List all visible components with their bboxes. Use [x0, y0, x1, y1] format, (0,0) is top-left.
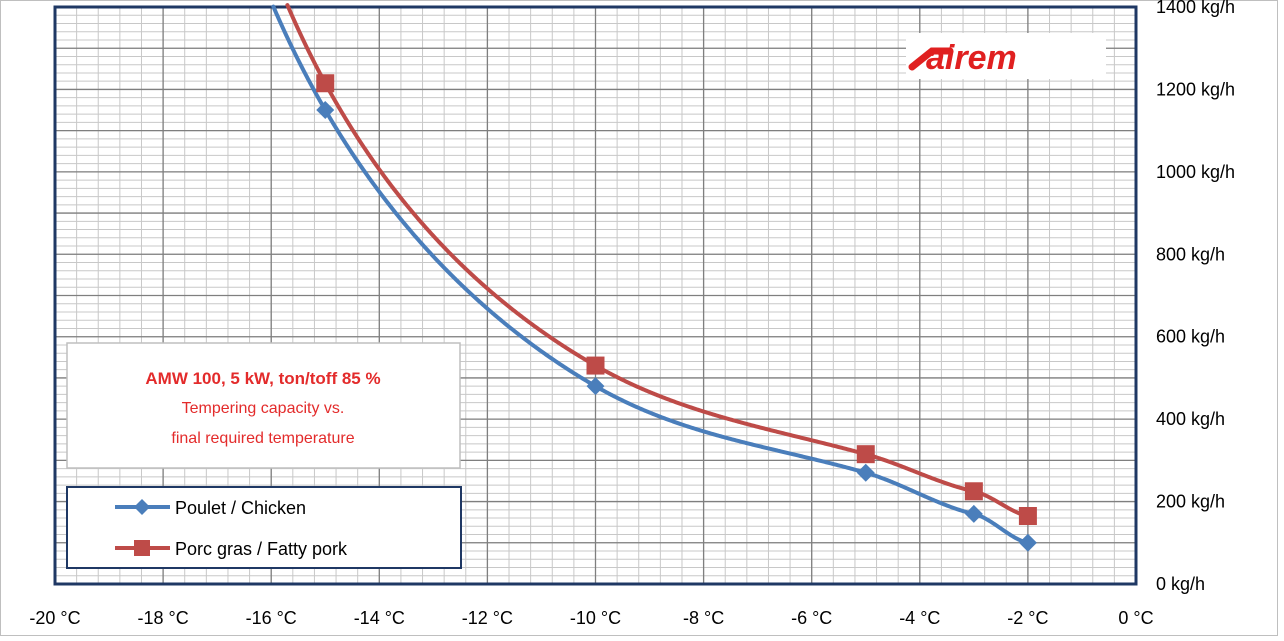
series-line-1 — [285, 3, 1030, 518]
plot-area-border — [53, 5, 1138, 586]
y-axis-ticks: 0 kg/h 200 kg/h 400 kg/h 600 kg/h 800 kg/h 10… — [1156, 0, 1235, 594]
legend-marker-pork — [134, 540, 150, 556]
y-tick-label: 1000 kg/h — [1156, 162, 1235, 182]
data-point-pork — [316, 74, 335, 93]
legend-marker-chicken — [134, 499, 150, 515]
data-point-pork — [856, 445, 875, 464]
data-point-chicken — [1018, 533, 1037, 552]
sairem-logo: airem — [906, 33, 1106, 79]
x-tick-label: -4 °C — [899, 608, 940, 628]
x-tick-label: -16 °C — [246, 608, 297, 628]
y-tick-label: 400 kg/h — [1156, 409, 1225, 429]
chart-subtitle-line-2: final required temperature — [171, 430, 354, 447]
data-point-pork — [1018, 506, 1037, 525]
data-point-pork — [586, 356, 605, 375]
chart-subtitle-line-1: Tempering capacity vs. — [182, 400, 345, 417]
y-tick-label: 1200 kg/h — [1156, 79, 1235, 99]
x-tick-label: -10 °C — [570, 608, 621, 628]
title-box: AMW 100, 5 kW, ton/toff 85 % Tempering c… — [66, 342, 461, 469]
chart-title: AMW 100, 5 kW, ton/toff 85 % — [145, 369, 380, 388]
x-tick-label: -6 °C — [791, 608, 832, 628]
data-point-pork — [964, 482, 983, 501]
x-tick-label: -18 °C — [137, 608, 188, 628]
data-point-chicken — [964, 504, 983, 523]
svg-text:airem: airem — [926, 39, 1017, 77]
data-point-chicken — [316, 101, 335, 120]
legend-label-pork: Porc gras / Fatty pork — [175, 539, 348, 559]
series-line-0 — [271, 4, 1030, 545]
x-tick-label: -8 °C — [683, 608, 724, 628]
y-tick-label: 600 kg/h — [1156, 327, 1225, 347]
x-tick-label: 0 °C — [1118, 608, 1153, 628]
data-point-chicken — [586, 377, 605, 396]
y-tick-label: 200 kg/h — [1156, 492, 1225, 512]
series-layer — [271, 3, 1037, 552]
data-point-chicken — [856, 463, 875, 482]
y-tick-label: 800 kg/h — [1156, 244, 1225, 264]
x-tick-label: -20 °C — [29, 608, 80, 628]
legend-label-chicken: Poulet / Chicken — [175, 498, 306, 518]
y-tick-label: 0 kg/h — [1156, 574, 1205, 594]
x-tick-label: -2 °C — [1007, 608, 1048, 628]
x-axis-ticks: -20 °C -18 °C -16 °C -14 °C -12 °C -10 °C -8 °… — [29, 608, 1153, 628]
x-tick-label: -12 °C — [462, 608, 513, 628]
y-tick-label: 1400 kg/h — [1156, 0, 1235, 17]
x-tick-label: -14 °C — [354, 608, 405, 628]
legend: Poulet / Chicken Porc gras / Fatty pork — [66, 486, 462, 569]
